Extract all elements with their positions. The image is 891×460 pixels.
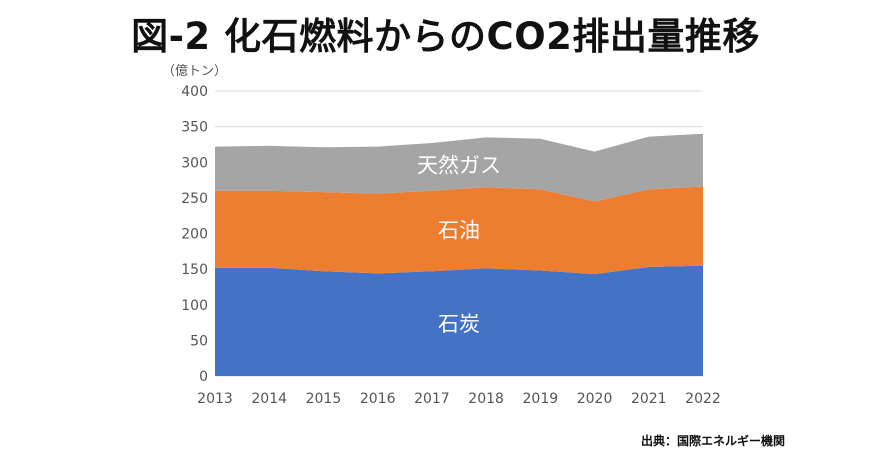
x-tick-label: 2016 [360, 391, 396, 407]
y-tick-label: 350 [181, 120, 208, 136]
y-tick-labels: 0 50 100 150 200 250 300 350 400 [181, 84, 208, 385]
source-note: 出典：国際エネルギー機関 [640, 434, 785, 448]
y-tick-label: 300 [181, 155, 208, 171]
area-石油 [215, 186, 703, 275]
x-tick-label: 2021 [631, 391, 667, 407]
x-tick-label: 2019 [523, 391, 559, 407]
y-tick-label: 50 [190, 333, 208, 349]
x-tick-labels: 2013 2014 2015 2016 2017 2018 2019 2020 2021 2022 [197, 391, 721, 407]
area-label: 石炭 [438, 312, 480, 336]
x-tick-label: 2020 [577, 391, 613, 407]
x-tick-label: 2014 [251, 391, 287, 407]
y-tick-label: 200 [181, 227, 208, 243]
x-tick-label: 2022 [685, 391, 721, 407]
x-tick-label: 2013 [197, 391, 233, 407]
x-tick-label: 2017 [414, 391, 450, 407]
chart-title: 図-2 化石燃料からのCO2排出量推移 [131, 15, 760, 58]
area-label: 石油 [438, 218, 480, 242]
y-tick-label: 250 [181, 191, 208, 207]
area-石炭 [215, 265, 703, 376]
x-tick-label: 2018 [468, 391, 504, 407]
y-tick-label: 400 [181, 84, 208, 100]
area-label: 天然ガス [417, 154, 501, 178]
area-天然ガス [215, 133, 703, 202]
y-axis-unit-label: （億トン） [162, 64, 228, 79]
y-tick-label: 100 [181, 298, 208, 314]
x-tick-label: 2015 [306, 391, 342, 407]
y-tick-label: 0 [199, 369, 208, 385]
y-tick-label: 150 [181, 262, 208, 278]
areas [215, 133, 703, 376]
